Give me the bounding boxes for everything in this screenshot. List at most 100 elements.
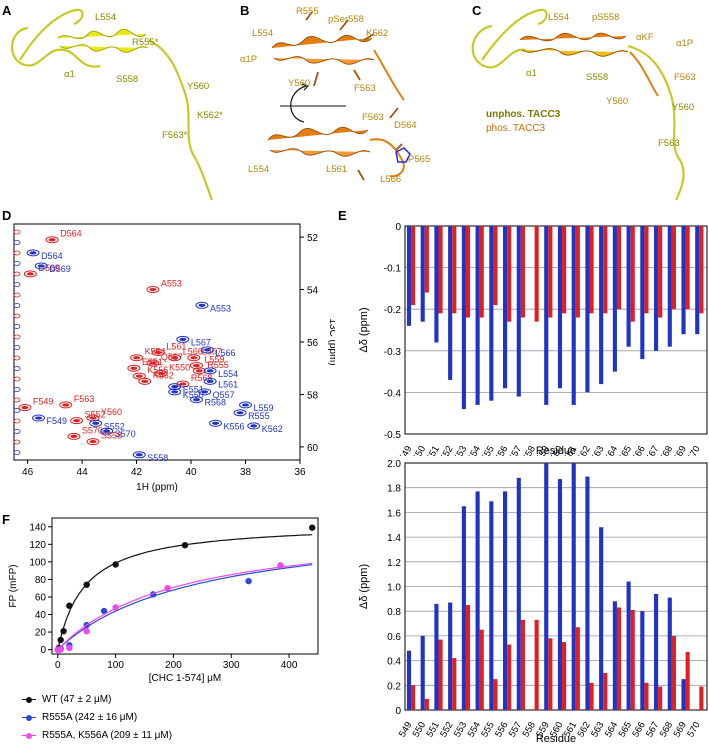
d-peak-core bbox=[21, 405, 29, 410]
e-bar-unphos bbox=[516, 226, 521, 397]
d-peak-core bbox=[130, 366, 138, 370]
e-bar-phos bbox=[507, 226, 512, 322]
e-bar-phos bbox=[534, 619, 539, 710]
c-res-0: L554 bbox=[548, 12, 569, 23]
d-peak-ring-outer bbox=[130, 354, 144, 362]
d-peak-core bbox=[48, 238, 56, 242]
e-ytick-label: 1.8 bbox=[387, 484, 401, 495]
e-xtick-label: 568 bbox=[658, 720, 675, 739]
e-bar-phos bbox=[644, 682, 649, 710]
e-bar-phos bbox=[616, 226, 622, 310]
e-xtick-label: 550 bbox=[411, 720, 428, 739]
e-bar-phos bbox=[465, 605, 471, 710]
e-bar-unphos bbox=[571, 463, 576, 710]
b-res-3: K562 bbox=[366, 28, 388, 39]
d-peak-core bbox=[195, 369, 203, 373]
e-bar-unphos bbox=[448, 226, 453, 380]
d-peak-unphos bbox=[168, 388, 182, 396]
d-peak-label: K550 bbox=[169, 362, 190, 372]
e-bar-phos bbox=[603, 226, 608, 314]
d-edge-peak bbox=[13, 250, 21, 256]
d-peak-label: L559 bbox=[254, 403, 274, 413]
d-peak-core bbox=[190, 356, 198, 360]
d-edge-peak bbox=[13, 418, 21, 424]
d-peak-core bbox=[135, 374, 143, 378]
d-edge-peak bbox=[13, 366, 21, 371]
d-peak-label: K562 bbox=[262, 424, 283, 434]
d-peak-label: K554 bbox=[145, 347, 166, 357]
d-peak-label: L566 bbox=[215, 348, 235, 358]
e-bar-phos bbox=[548, 638, 553, 710]
panel-label-d: D bbox=[2, 208, 12, 223]
e-bar-phos bbox=[671, 635, 676, 710]
d-edge-peak bbox=[13, 282, 21, 287]
d-peak-ring-outer bbox=[138, 377, 152, 385]
e-bar-phos bbox=[658, 226, 663, 318]
d-peak-core bbox=[206, 369, 214, 373]
d-peak-unphos bbox=[32, 414, 46, 422]
d-ytick-label: 60 bbox=[307, 443, 319, 454]
d-peak-ring-outer bbox=[100, 427, 114, 435]
d-ytick-label: 58 bbox=[307, 390, 319, 401]
e-bar-phos bbox=[424, 698, 429, 710]
d-edge-peak bbox=[13, 261, 21, 266]
d-peak-label: F563 bbox=[74, 394, 95, 404]
a-res-2: α1 bbox=[64, 69, 75, 80]
d-edge-peak bbox=[13, 292, 21, 298]
d-peak-label: R555 bbox=[207, 360, 229, 370]
e-bar-phos bbox=[520, 226, 525, 318]
f-point-WT bbox=[309, 524, 316, 531]
d-peak-ring-outer bbox=[233, 409, 247, 417]
d-peak-ring-outer bbox=[67, 432, 81, 440]
e-bar-unphos bbox=[475, 226, 480, 405]
e-bar-unphos bbox=[434, 603, 439, 710]
e-bar-unphos bbox=[516, 477, 521, 710]
e-bar-phos bbox=[507, 644, 512, 710]
f-yaxis-label: FP (mFP) bbox=[8, 564, 19, 607]
e-bar-phos bbox=[493, 679, 498, 710]
panel-label-e: E bbox=[338, 208, 347, 223]
e-ytick-label: 0 bbox=[395, 222, 401, 233]
d-peak-ring-outer bbox=[26, 249, 40, 257]
e-bar-unphos bbox=[503, 491, 508, 710]
e-xtick-label: 556 bbox=[493, 720, 510, 739]
d-edge-peak bbox=[13, 355, 21, 361]
e-bar-phos bbox=[603, 672, 608, 710]
d-peak-unphos bbox=[100, 427, 114, 435]
legend-r555a-k556a-line bbox=[22, 735, 36, 736]
d-edge-peak bbox=[13, 313, 21, 319]
a-res-4: Y560 bbox=[187, 81, 209, 92]
f-fit-curve-WT bbox=[57, 534, 313, 650]
d-peak-label: S570 bbox=[115, 429, 136, 439]
f-plot-frame bbox=[51, 517, 319, 655]
e-bar-phos bbox=[534, 226, 539, 322]
e-bar-phos bbox=[493, 226, 498, 306]
d-peak-ring-outer bbox=[86, 438, 100, 446]
hsqc-spectrum-chart: 46 44 42 40 38 36 52 54 56 58 60 1H (ppm) 13C (ppm) D… bbox=[13, 223, 335, 493]
d-peak-unphos bbox=[200, 346, 214, 354]
d-peak-core bbox=[179, 382, 187, 386]
panel-label-f: F bbox=[2, 512, 10, 527]
d-peak-label: R568 bbox=[204, 398, 226, 408]
e-bar-phos bbox=[575, 627, 580, 710]
d-peak-label: L561 bbox=[166, 341, 186, 351]
e-bar-phos bbox=[671, 226, 676, 310]
c-res-9: F563 bbox=[658, 138, 680, 149]
d-ytick-label: 52 bbox=[307, 233, 319, 244]
d-peak-core bbox=[242, 403, 250, 407]
c-res-3: α1P bbox=[676, 38, 693, 49]
d-peak-core bbox=[192, 398, 200, 402]
c-res-1: pS558 bbox=[592, 12, 619, 23]
e-bar-phos bbox=[479, 629, 484, 710]
d-peak-label: F549 bbox=[47, 416, 68, 426]
d-peak-unphos bbox=[189, 396, 203, 404]
d-peak-ring-outer bbox=[189, 362, 203, 370]
d-peak-core bbox=[236, 411, 244, 415]
e-bar-phos bbox=[616, 607, 622, 710]
d-peak-label: A553 bbox=[161, 279, 182, 289]
e-bar-unphos bbox=[695, 226, 700, 335]
d-peak-core bbox=[103, 429, 111, 433]
d-peak-phos bbox=[138, 377, 152, 385]
c-res-4: α1 bbox=[526, 68, 537, 79]
d-peak-core bbox=[201, 390, 209, 394]
